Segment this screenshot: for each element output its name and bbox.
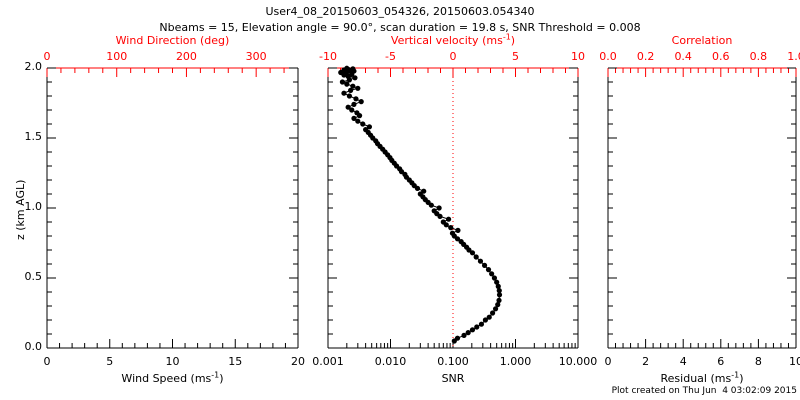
snr-data-point — [348, 87, 354, 93]
data-layer — [338, 65, 503, 344]
snr-data-point — [431, 208, 437, 214]
snr-data-point — [478, 321, 485, 327]
snr-data-point — [352, 75, 358, 81]
snr-data-point — [486, 314, 492, 320]
snr-data-point — [346, 93, 352, 99]
snr-data-point — [481, 262, 488, 268]
snr-data-point — [355, 85, 361, 91]
snr-data-point — [448, 225, 454, 231]
snr-data-point — [473, 254, 479, 260]
snr-data-point — [489, 310, 496, 316]
snr-data-point — [496, 292, 503, 298]
snr-data-point — [445, 216, 452, 222]
snr-data-point — [465, 330, 471, 336]
snr-data-point — [492, 306, 499, 312]
snr-data-point — [350, 83, 356, 89]
snr-data-point — [461, 332, 467, 338]
snr-data-point — [495, 302, 501, 308]
snr-data-point — [469, 327, 476, 333]
snr-data-point — [355, 118, 361, 124]
snr-data-point — [489, 271, 495, 277]
snr-data-point — [349, 107, 355, 113]
snr-data-point — [458, 239, 464, 245]
snr-data-point — [454, 335, 461, 341]
snr-data-point — [494, 279, 500, 285]
plot-footer: Plot created on Thu Jun 4 03:02:09 2015 — [611, 386, 797, 396]
snr-data-point — [354, 110, 360, 116]
snr-data-point — [440, 219, 446, 225]
snr-data-point — [341, 90, 347, 96]
snr-data-point — [477, 258, 484, 264]
snr-data-point — [485, 267, 492, 273]
snr-data-point — [449, 230, 456, 236]
snr-data-point — [496, 288, 502, 294]
snr-data-point — [360, 121, 366, 127]
snr-data-point — [491, 275, 498, 281]
snr-data-point — [421, 188, 427, 194]
snr-data-point — [495, 283, 501, 289]
snr-profile-line — [340, 67, 501, 342]
snr-data-point — [474, 324, 480, 330]
snr-data-point — [455, 227, 461, 233]
snr-data-point — [358, 99, 364, 105]
snr-data-point — [339, 79, 345, 85]
snr-data-point — [350, 66, 356, 72]
snr-data-point — [344, 81, 350, 87]
snr-data-point — [345, 104, 351, 110]
snr-data-point — [436, 205, 442, 211]
snr-data-point — [469, 250, 476, 256]
snr-data-point — [344, 65, 350, 71]
snr-data-point — [353, 96, 359, 102]
snr-data-point — [351, 101, 357, 107]
snr-data-point — [351, 115, 357, 121]
snr-data-point — [366, 124, 373, 130]
plot-title-line2: Nbeams = 15, Elevation angle = 90.0°, sc… — [159, 21, 641, 34]
axes-layer — [46, 67, 797, 349]
snr-data-point — [496, 297, 502, 303]
snr-data-point — [363, 127, 369, 133]
plot-title-line1: User4_08_20150603_054326, 20150603.05434… — [265, 5, 535, 18]
snr-data-point — [482, 317, 489, 323]
